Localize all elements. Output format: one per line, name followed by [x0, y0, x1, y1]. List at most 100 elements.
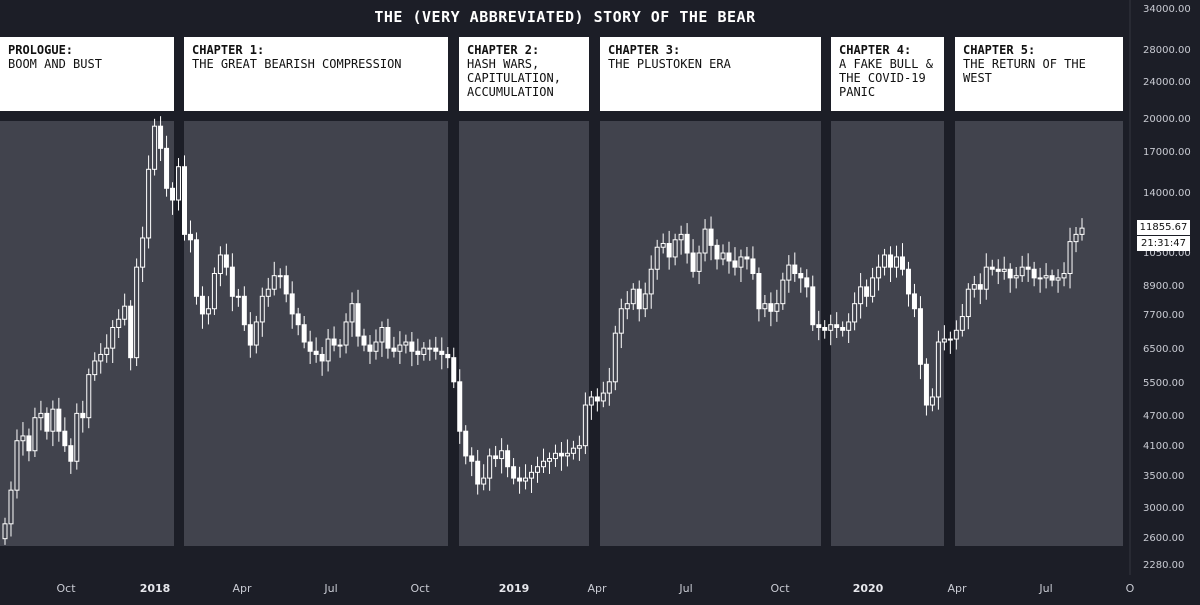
candle[interactable]	[535, 456, 541, 483]
candle[interactable]	[98, 343, 104, 374]
candle[interactable]	[32, 407, 38, 457]
candle[interactable]	[397, 331, 403, 364]
candle[interactable]	[846, 313, 852, 343]
candle[interactable]	[2, 517, 8, 545]
candle[interactable]	[558, 442, 564, 471]
candle[interactable]	[403, 334, 409, 354]
candle[interactable]	[409, 332, 415, 367]
candle[interactable]	[499, 438, 505, 474]
candle[interactable]	[475, 449, 481, 495]
candle[interactable]	[564, 439, 570, 467]
candle[interactable]	[373, 329, 379, 360]
candle[interactable]	[391, 336, 397, 358]
candle[interactable]	[911, 283, 917, 318]
candle[interactable]	[529, 464, 535, 493]
candle[interactable]	[977, 273, 983, 305]
candle[interactable]	[295, 307, 301, 336]
candle[interactable]	[199, 286, 205, 329]
candle[interactable]	[654, 239, 660, 280]
candle[interactable]	[714, 239, 720, 270]
candle[interactable]	[517, 466, 523, 494]
candle[interactable]	[134, 258, 140, 367]
candle[interactable]	[1067, 227, 1073, 289]
candle[interactable]	[612, 325, 618, 391]
candle[interactable]	[792, 252, 798, 282]
candle[interactable]	[822, 320, 828, 339]
candle[interactable]	[953, 320, 959, 350]
candle[interactable]	[738, 249, 744, 283]
candle[interactable]	[630, 283, 636, 310]
candle[interactable]	[708, 216, 714, 261]
candle[interactable]	[882, 248, 888, 276]
candle[interactable]	[259, 287, 265, 337]
candle[interactable]	[965, 283, 971, 330]
candle[interactable]	[457, 369, 463, 444]
candle[interactable]	[451, 347, 457, 389]
candle[interactable]	[798, 267, 804, 293]
candle[interactable]	[606, 367, 612, 406]
candle[interactable]	[660, 233, 666, 254]
candle[interactable]	[361, 328, 367, 352]
candle[interactable]	[858, 273, 864, 319]
candle[interactable]	[672, 233, 678, 266]
candle[interactable]	[888, 246, 894, 283]
candle[interactable]	[20, 422, 26, 456]
candle[interactable]	[1037, 267, 1043, 293]
candle[interactable]	[1079, 218, 1085, 241]
candle[interactable]	[26, 428, 32, 462]
candle[interactable]	[433, 336, 439, 360]
candle[interactable]	[900, 243, 905, 276]
candle[interactable]	[768, 292, 774, 327]
candle[interactable]	[726, 241, 732, 274]
candle[interactable]	[277, 268, 283, 289]
candle[interactable]	[301, 316, 307, 349]
candle[interactable]	[600, 381, 606, 408]
candle[interactable]	[355, 289, 361, 347]
candle[interactable]	[241, 286, 247, 331]
candle[interactable]	[182, 155, 187, 241]
candle[interactable]	[44, 407, 50, 440]
candle[interactable]	[385, 318, 391, 359]
candle[interactable]	[588, 390, 594, 420]
candle[interactable]	[217, 246, 223, 287]
candle[interactable]	[1007, 263, 1013, 293]
candle[interactable]	[481, 464, 487, 491]
candle[interactable]	[786, 255, 792, 293]
candle[interactable]	[122, 293, 128, 326]
candle[interactable]	[176, 158, 182, 211]
candle[interactable]	[624, 291, 630, 320]
candle[interactable]	[1013, 266, 1019, 289]
candle[interactable]	[74, 403, 80, 470]
candle[interactable]	[8, 481, 14, 537]
candle[interactable]	[756, 267, 762, 322]
candle[interactable]	[325, 329, 331, 372]
candle[interactable]	[211, 267, 217, 315]
candle[interactable]	[876, 254, 882, 291]
candle[interactable]	[229, 253, 235, 312]
candle[interactable]	[702, 219, 708, 262]
candle[interactable]	[684, 223, 690, 264]
candle[interactable]	[870, 267, 876, 303]
candle[interactable]	[947, 331, 953, 354]
candle[interactable]	[38, 400, 44, 431]
candle[interactable]	[493, 445, 499, 467]
candle[interactable]	[158, 116, 164, 162]
candle[interactable]	[367, 335, 373, 364]
candle[interactable]	[421, 342, 427, 361]
candle[interactable]	[164, 135, 170, 197]
candle[interactable]	[894, 245, 900, 278]
candle[interactable]	[905, 261, 911, 307]
candle[interactable]	[923, 358, 929, 416]
candle[interactable]	[678, 225, 684, 255]
candle[interactable]	[744, 246, 750, 270]
candle[interactable]	[1043, 263, 1049, 289]
candle[interactable]	[104, 334, 110, 363]
candle[interactable]	[594, 388, 600, 412]
candle[interactable]	[929, 388, 935, 412]
candle[interactable]	[349, 292, 355, 337]
candle[interactable]	[56, 397, 62, 442]
candle[interactable]	[762, 294, 768, 318]
candle[interactable]	[110, 320, 116, 364]
candle[interactable]	[1055, 269, 1061, 293]
candle[interactable]	[439, 337, 445, 370]
